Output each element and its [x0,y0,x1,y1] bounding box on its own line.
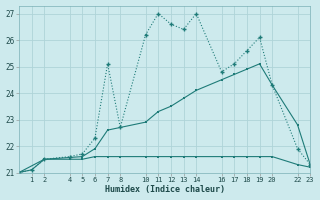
X-axis label: Humidex (Indice chaleur): Humidex (Indice chaleur) [105,185,225,194]
